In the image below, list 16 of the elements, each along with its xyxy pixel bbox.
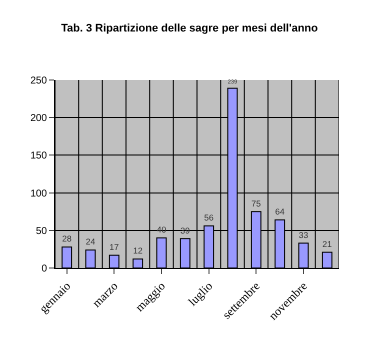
y-tick-label: 50 — [36, 226, 48, 237]
data-label: 24 — [86, 236, 96, 247]
chart-title: Tab. 3 Ripartizione delle sagre per mesi dell'anno — [61, 22, 318, 35]
data-label: 75 — [251, 198, 262, 208]
data-label: 12 — [133, 246, 143, 256]
y-tick-label: 0 — [41, 264, 48, 274]
y-tick-label: 250 — [30, 76, 48, 86]
y-tick-label: 100 — [30, 188, 48, 200]
data-label: 33 — [298, 230, 308, 240]
data-label: 56 — [204, 212, 214, 223]
data-label: 17 — [109, 242, 120, 252]
data-label: 28 — [62, 234, 72, 244]
y-tick-label: 200 — [30, 113, 48, 124]
data-label: 64 — [275, 206, 285, 217]
y-tick-label: 150 — [30, 150, 48, 162]
data-label: 21 — [322, 238, 332, 249]
